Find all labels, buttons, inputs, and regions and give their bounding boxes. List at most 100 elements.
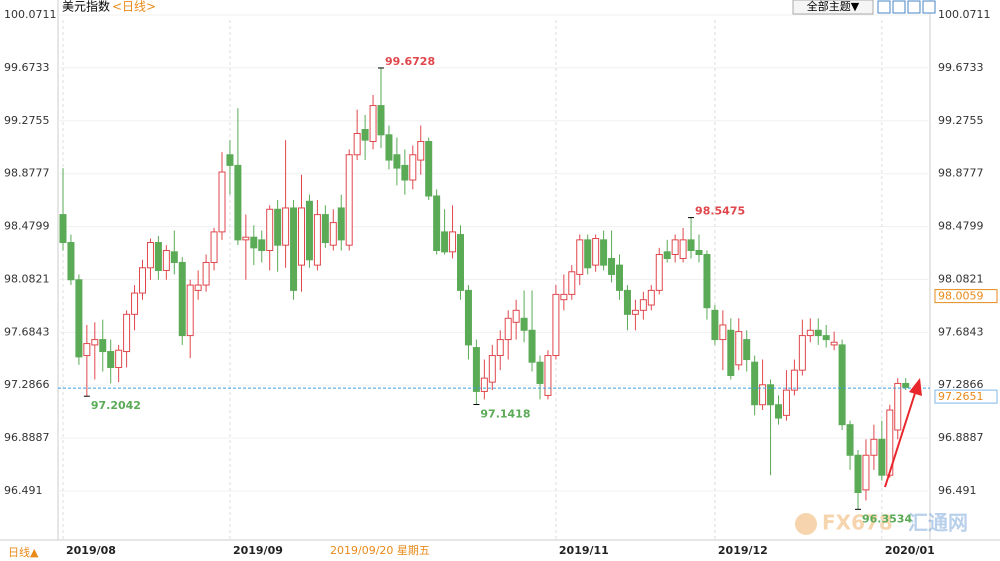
candle-body [464, 289, 472, 346]
candle-body [274, 208, 282, 246]
candle-body [425, 140, 433, 197]
candle-body [353, 132, 361, 156]
watermark-text: FX678 [822, 511, 893, 535]
period-label: <日线> [112, 0, 156, 14]
candle-body [170, 251, 178, 263]
candle-body [496, 339, 504, 357]
y-tick-label: 98.8777 [938, 167, 984, 180]
candle-body [202, 261, 210, 286]
candle-body [369, 105, 377, 142]
y-tick-label: 96.8887 [938, 431, 984, 444]
candle-body [401, 164, 409, 181]
candle-body [329, 222, 337, 246]
candle-body [457, 234, 464, 291]
candle-body [226, 154, 234, 166]
candle-body [488, 355, 496, 383]
y-tick-label: 97.6843 [4, 325, 50, 338]
candle-body [377, 105, 385, 136]
candle-body [552, 293, 560, 357]
candle-body [862, 454, 870, 491]
crosshair-date: 2019/09/20 星期五 [330, 544, 430, 557]
watermark: FX678 汇通网 [795, 511, 968, 535]
y-tick-label: 98.4799 [4, 220, 50, 233]
candle-body [743, 339, 751, 361]
candle-body [313, 214, 321, 266]
candle-body [409, 154, 417, 181]
x-tick-label: 2020/01 [885, 544, 935, 557]
end-icon[interactable] [922, 0, 936, 14]
candle-body [687, 239, 695, 252]
candle-body [608, 257, 616, 275]
period-selector[interactable]: 日线▲ [8, 545, 39, 559]
extreme-label: 98.5475 [695, 205, 745, 218]
candle-body [59, 214, 67, 244]
candle-body [767, 384, 775, 406]
candle-body [480, 377, 488, 392]
candle-body [472, 347, 480, 392]
x-tick-label: 2019/11 [559, 544, 609, 557]
candle-body [266, 208, 274, 252]
candle-body [600, 239, 608, 266]
candle-body [154, 242, 162, 271]
zoom-icon[interactable] [877, 0, 891, 14]
candle-body [576, 239, 584, 275]
extreme-label: 97.1418 [480, 407, 530, 420]
theme-button-label[interactable]: 全部主题▼ [807, 0, 860, 13]
y-tick-label: 97.6843 [938, 325, 984, 338]
extreme-label: 99.6728 [385, 55, 435, 68]
candle-body [345, 154, 353, 246]
candle-body [536, 361, 544, 384]
candle-body [790, 369, 798, 391]
candle-body [234, 164, 242, 241]
candle-body [878, 438, 886, 476]
candle-body [751, 361, 759, 406]
y-tick-label: 96.8887 [4, 431, 50, 444]
toolbar-icons [877, 0, 936, 14]
candle-body [616, 264, 623, 291]
candle-body [719, 324, 727, 341]
candle-body [775, 404, 782, 419]
candle-body [671, 239, 679, 255]
right-icon[interactable] [907, 0, 921, 14]
x-tick-label: 2019/09 [233, 544, 283, 557]
candle-body [131, 292, 139, 315]
candle-body [703, 253, 711, 309]
candle-body [91, 339, 99, 346]
candle-body [846, 424, 854, 456]
y-tick-label: 99.6733 [4, 61, 50, 74]
candle-body [242, 236, 250, 241]
y-tick-label: 96.491 [938, 484, 977, 497]
y-tick-label: 97.2866 [938, 378, 984, 391]
candle-body [449, 231, 457, 253]
candle-body [361, 129, 369, 141]
theme-button[interactable] [792, 0, 874, 15]
y-tick-label: 96.491 [4, 484, 43, 497]
candle-body [655, 253, 663, 291]
candle-body [631, 309, 639, 315]
left-icon[interactable] [892, 0, 906, 14]
candle-body [592, 238, 600, 266]
candle-body [393, 154, 401, 169]
candle-body [337, 207, 345, 241]
watermark-text: 汇通网 [908, 511, 968, 535]
candle-body [385, 134, 393, 161]
candle-body [290, 207, 298, 291]
candle-body [282, 207, 290, 246]
candle-body [854, 454, 862, 493]
candle-body [663, 251, 671, 259]
candle-body [305, 200, 313, 261]
candle-body [512, 309, 520, 323]
candle-body [568, 271, 576, 295]
y-tick-label: 98.0821 [938, 272, 984, 285]
candle-body [83, 343, 91, 357]
candle-body [162, 250, 170, 271]
candle-body [107, 351, 115, 369]
candle-body [639, 299, 647, 311]
candle-body [902, 382, 910, 388]
candle-body [560, 293, 568, 301]
candle-body [417, 140, 425, 161]
y-tick-label: 97.2866 [4, 378, 50, 391]
candle-body [75, 279, 83, 358]
candle-body [520, 317, 528, 331]
